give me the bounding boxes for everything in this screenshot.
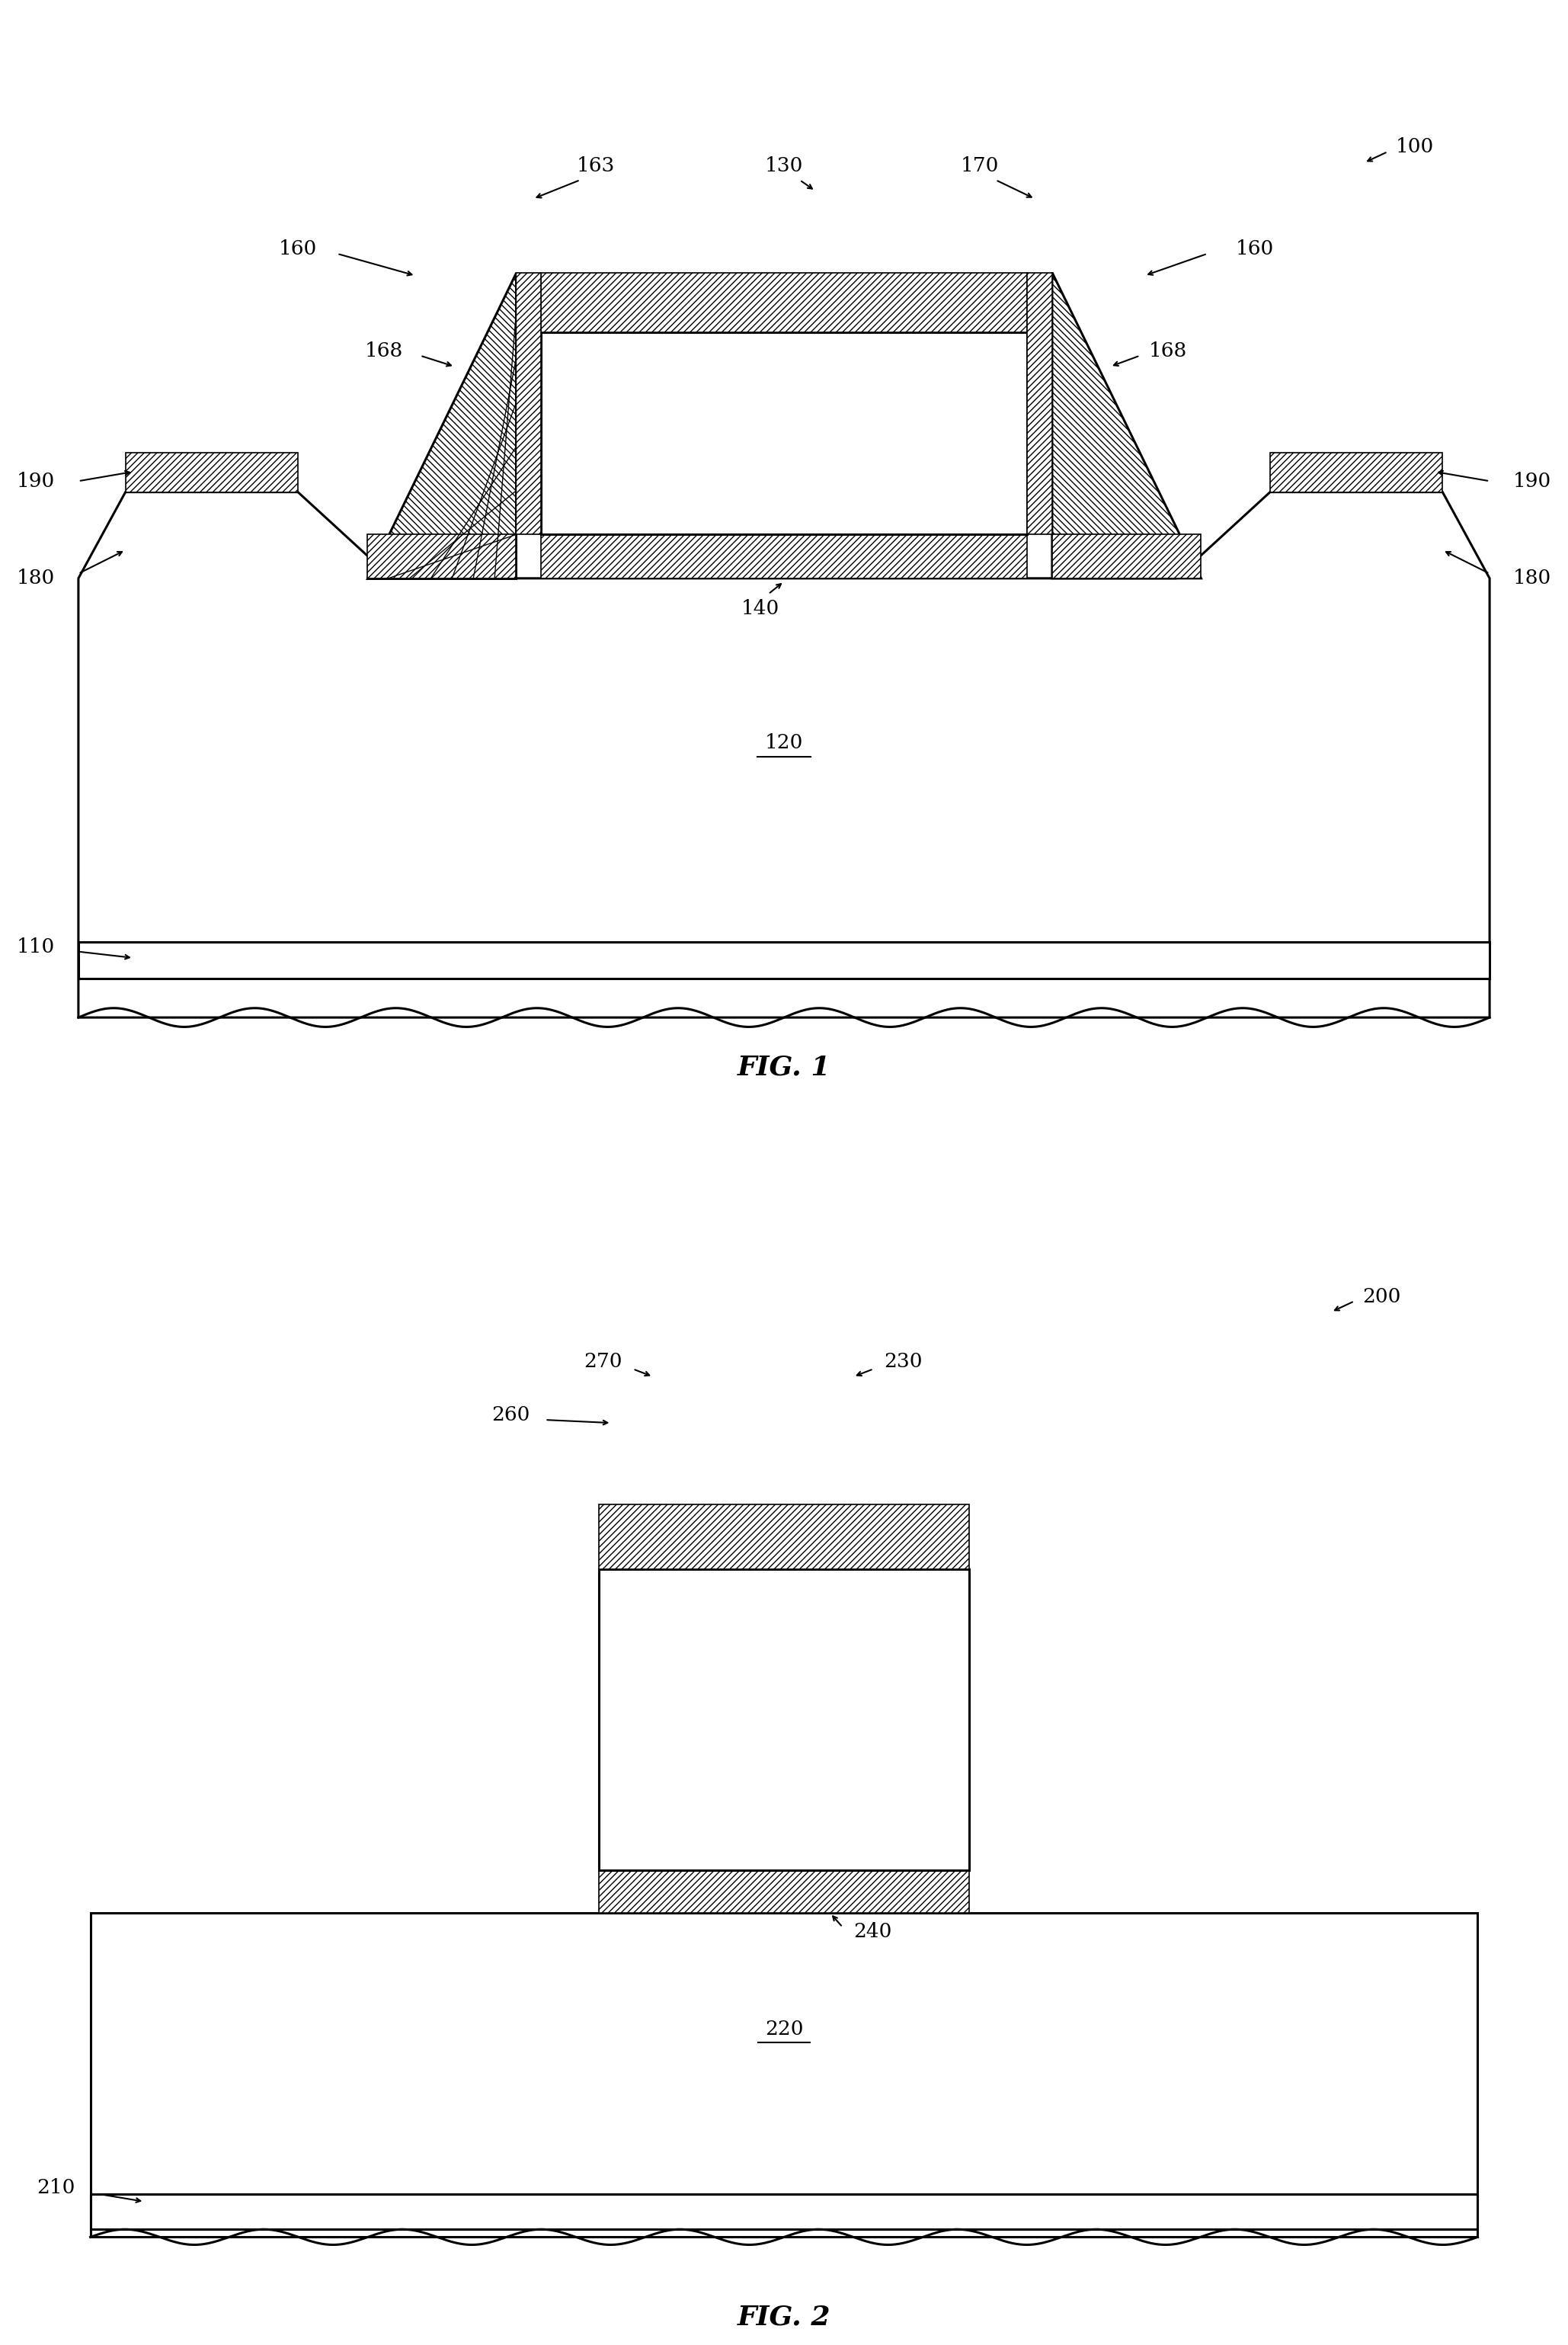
Text: 168: 168 (1149, 342, 1187, 361)
Bar (599, 1869, 969, 1914)
Polygon shape (367, 272, 516, 579)
Polygon shape (1052, 272, 1201, 579)
Bar (125, 453, 298, 492)
Text: 110: 110 (17, 938, 55, 957)
Text: 163: 163 (577, 157, 615, 176)
Text: 130: 130 (765, 157, 803, 176)
Bar (541, 333, 1027, 535)
Text: FIG. 2: FIG. 2 (737, 2305, 831, 2331)
Text: 200: 200 (1363, 1287, 1400, 1306)
Text: 220: 220 (765, 2019, 803, 2038)
Bar (1052, 535, 1201, 579)
Bar (516, 272, 541, 535)
Bar (599, 1505, 969, 1569)
Text: FIG. 1: FIG. 1 (737, 1055, 831, 1081)
Text: 160: 160 (1236, 239, 1273, 258)
Polygon shape (78, 492, 1490, 1018)
Text: 190: 190 (17, 471, 55, 490)
Bar (91, 1914, 1477, 2237)
Text: 100: 100 (1396, 138, 1433, 157)
Bar (78, 943, 1490, 978)
Text: 160: 160 (279, 239, 317, 258)
Bar (91, 2195, 1477, 2230)
Text: 180: 180 (1513, 570, 1551, 589)
Text: 180: 180 (17, 570, 55, 589)
Text: 210: 210 (36, 2179, 75, 2197)
Text: 230: 230 (884, 1351, 922, 1372)
Text: 190: 190 (1513, 471, 1551, 490)
Text: 250: 250 (765, 1726, 803, 1745)
Bar (1027, 272, 1052, 535)
Bar (1270, 453, 1443, 492)
Text: 270: 270 (583, 1351, 622, 1372)
Bar (599, 1569, 969, 1869)
Text: 170: 170 (961, 157, 999, 176)
Bar (367, 535, 516, 579)
Text: 120: 120 (765, 734, 803, 753)
Bar (541, 272, 1027, 333)
Bar (541, 535, 1027, 579)
Text: 260: 260 (491, 1405, 530, 1426)
Text: 240: 240 (853, 1923, 892, 1942)
Text: 168: 168 (365, 342, 403, 361)
Text: 140: 140 (742, 598, 779, 617)
Text: 150: 150 (765, 380, 803, 399)
